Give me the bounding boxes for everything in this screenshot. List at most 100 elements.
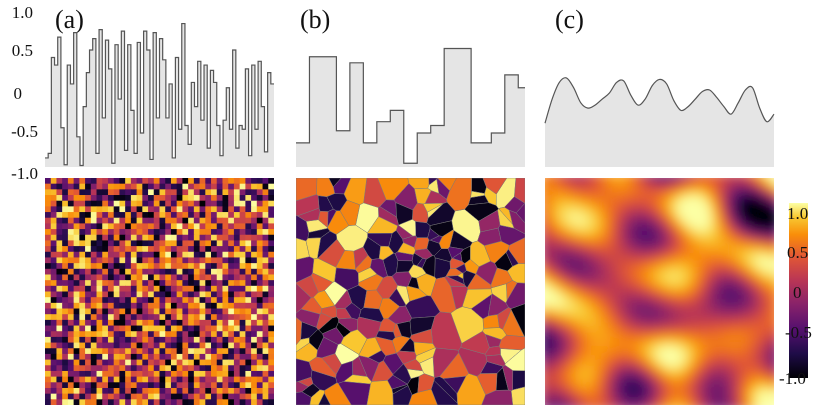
heatmap-cell [85, 365, 92, 372]
heatmap-cell [679, 400, 685, 405]
heatmap-cell [67, 342, 75, 349]
profile-y-axis: 1.0 0.5 0 -0.5 -1.0 [11, 3, 38, 183]
heatmap-cell [262, 336, 269, 344]
heatmap-cell [664, 355, 671, 362]
heatmap-cell [211, 353, 218, 361]
heatmap-cell [559, 202, 566, 209]
heatmap-cell [619, 395, 626, 401]
heatmap-cell [694, 276, 700, 283]
heatmap-cell [634, 217, 641, 224]
heatmap-cell [584, 261, 591, 268]
heatmap-cell [604, 321, 611, 327]
heatmap-cell [654, 281, 661, 288]
heatmap-cell [634, 375, 641, 381]
heatmap-cell [125, 325, 132, 332]
heatmap-cell [604, 237, 611, 243]
heatmap-cell [709, 380, 715, 386]
heatmap-cell [50, 246, 58, 253]
heatmap-cell [56, 251, 63, 259]
heatmap-cell [689, 276, 695, 283]
heatmap-cell [216, 365, 224, 372]
heatmap-cell [153, 325, 161, 332]
heatmap-cell [102, 325, 109, 332]
heatmap-cell [774, 301, 780, 307]
heatmap-cell [624, 395, 631, 401]
heatmap-cell [659, 276, 666, 283]
heatmap-cell [176, 240, 183, 247]
heatmap-cell [67, 348, 75, 355]
heatmap-cell [50, 348, 58, 355]
heatmap-cell [649, 271, 656, 278]
heatmap-cell [554, 286, 561, 293]
heatmap-cell [629, 301, 636, 307]
heatmap-cell [719, 345, 725, 352]
heatmap-cell [729, 212, 735, 219]
heatmap-cell [624, 222, 631, 228]
heatmap-cell [222, 325, 229, 332]
heatmap-cell [228, 195, 235, 202]
heatmap-cell [67, 212, 75, 219]
heatmap-cell [176, 319, 183, 327]
heatmap-cell [664, 212, 671, 219]
heatmap-cell [599, 178, 606, 184]
heatmap-cell [239, 251, 246, 259]
heatmap-cell [251, 240, 258, 247]
heatmap-cell [67, 336, 75, 344]
heatmap-cell [649, 395, 656, 401]
heatmap-cell [654, 306, 661, 312]
heatmap-cell [579, 380, 586, 386]
heatmap-cell [629, 182, 636, 189]
heatmap-cell [228, 291, 235, 298]
heatmap-cell [684, 182, 690, 189]
heatmap-cell [699, 291, 705, 298]
heatmap-cell [734, 256, 740, 263]
heatmap-cell [594, 340, 601, 347]
heatmap-cell [148, 285, 155, 293]
heatmap-cell [554, 227, 561, 233]
heatmap-cell [96, 370, 103, 378]
heatmap-cell [764, 276, 770, 283]
heatmap-cell [85, 183, 92, 190]
heatmap-cell [714, 340, 720, 347]
heatmap-cell [709, 232, 715, 238]
heatmap-cell [749, 355, 755, 362]
heatmap-cell [609, 178, 616, 184]
heatmap-cell [769, 380, 774, 386]
heatmap-cell [574, 365, 581, 372]
heatmap-cell [193, 325, 201, 332]
heatmap-cell [594, 266, 601, 273]
heatmap-cell [669, 247, 676, 253]
heatmap-cell [639, 335, 646, 342]
heatmap-cell [624, 365, 631, 372]
heatmap-cell [222, 353, 229, 361]
heatmap-cell [545, 335, 546, 342]
heatmap-cell [754, 296, 760, 302]
heatmap-cell [142, 206, 149, 213]
heatmap-cell [119, 399, 126, 405]
heatmap-cell [644, 178, 651, 179]
heatmap-cell [714, 390, 720, 396]
heatmap-cell [744, 360, 750, 367]
heatmap-cell [256, 178, 264, 185]
heatmap-cell [549, 291, 556, 298]
heatmap-cell [251, 257, 258, 264]
heatmap-cell [211, 178, 218, 185]
heatmap-cell [549, 237, 556, 243]
heatmap-cell [142, 257, 149, 264]
heatmap-cell [679, 321, 685, 327]
heatmap-cell [256, 263, 264, 270]
heatmap-cell [744, 370, 750, 376]
heatmap-cell [549, 311, 556, 317]
heatmap-cell [614, 237, 621, 243]
heatmap-cell [79, 359, 86, 366]
heatmap-cell [85, 359, 92, 366]
colorbar-tick-label: 0.5 [787, 243, 808, 262]
heatmap-cell [584, 197, 591, 204]
heatmap-cell [211, 217, 218, 224]
heatmap-cell [222, 268, 229, 276]
heatmap-cell [559, 197, 566, 204]
heatmap-cell [659, 350, 666, 357]
heatmap-cell [584, 330, 591, 337]
heatmap-cell [130, 308, 138, 315]
heatmap-cell [559, 222, 566, 228]
